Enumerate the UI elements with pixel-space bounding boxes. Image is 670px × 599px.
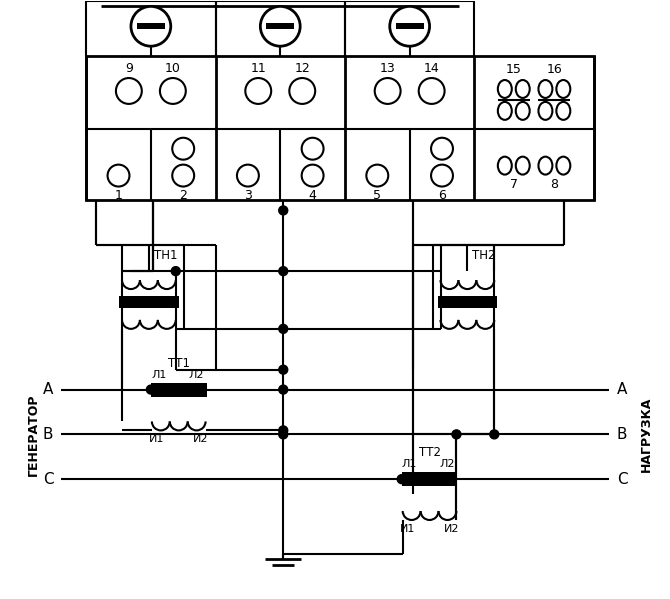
Bar	[86, 56, 594, 201]
Ellipse shape	[498, 80, 512, 98]
Circle shape	[172, 138, 194, 160]
Circle shape	[279, 430, 287, 439]
Circle shape	[261, 7, 300, 46]
Ellipse shape	[539, 157, 552, 174]
Text: 1: 1	[115, 189, 123, 201]
Text: В: В	[616, 427, 627, 442]
Circle shape	[116, 78, 142, 104]
Text: 6: 6	[438, 189, 446, 201]
Text: С: С	[43, 471, 54, 486]
Text: НАГРУЗКА: НАГРУЗКА	[640, 397, 653, 472]
Ellipse shape	[539, 102, 552, 120]
Text: 16: 16	[547, 63, 562, 76]
Ellipse shape	[556, 80, 570, 98]
Ellipse shape	[516, 102, 530, 120]
Circle shape	[279, 325, 287, 333]
Ellipse shape	[516, 157, 530, 174]
Text: 11: 11	[251, 62, 266, 75]
Text: ТН2: ТН2	[472, 249, 496, 262]
Circle shape	[390, 7, 429, 46]
Circle shape	[279, 365, 287, 374]
Text: 13: 13	[380, 62, 395, 75]
Circle shape	[431, 138, 453, 160]
Text: 7: 7	[510, 177, 518, 190]
Text: И2: И2	[444, 524, 459, 534]
Circle shape	[237, 165, 259, 186]
Circle shape	[419, 78, 445, 104]
Ellipse shape	[498, 157, 512, 174]
Circle shape	[302, 138, 324, 160]
Text: А: А	[616, 382, 627, 397]
Circle shape	[160, 78, 186, 104]
Text: В: В	[43, 427, 54, 442]
Text: 10: 10	[165, 62, 181, 75]
Circle shape	[279, 206, 287, 215]
Text: 5: 5	[373, 189, 381, 201]
Text: И1: И1	[149, 434, 165, 444]
Circle shape	[366, 165, 388, 186]
Text: А: А	[43, 382, 54, 397]
Circle shape	[108, 165, 129, 186]
Circle shape	[375, 78, 401, 104]
Ellipse shape	[556, 157, 570, 174]
Text: ТТ1: ТТ1	[168, 356, 190, 370]
Circle shape	[289, 78, 315, 104]
Ellipse shape	[498, 102, 512, 120]
Text: Л1: Л1	[151, 370, 167, 380]
Circle shape	[245, 78, 271, 104]
Circle shape	[172, 267, 180, 276]
Text: И2: И2	[193, 434, 208, 444]
Bar	[396, 23, 423, 29]
Ellipse shape	[556, 102, 570, 120]
Text: 15: 15	[506, 63, 522, 76]
Circle shape	[146, 385, 155, 394]
Circle shape	[302, 165, 324, 186]
Circle shape	[452, 430, 461, 439]
Circle shape	[279, 426, 287, 435]
Text: 9: 9	[125, 62, 133, 75]
Bar	[119, 296, 179, 308]
Circle shape	[397, 474, 406, 483]
Circle shape	[131, 7, 171, 46]
Text: 14: 14	[423, 62, 440, 75]
Text: Л2: Л2	[440, 459, 455, 469]
Text: 4: 4	[309, 189, 316, 201]
Circle shape	[408, 474, 417, 483]
Bar	[137, 23, 165, 29]
Text: И1: И1	[400, 524, 415, 534]
Bar	[402, 472, 458, 486]
Ellipse shape	[539, 80, 552, 98]
Text: Л2: Л2	[189, 370, 204, 380]
Text: Л1: Л1	[402, 459, 417, 469]
Text: С: С	[616, 471, 627, 486]
Bar	[151, 383, 206, 397]
Circle shape	[490, 430, 498, 439]
Circle shape	[431, 165, 453, 186]
Bar	[266, 23, 294, 29]
Text: ТН1: ТН1	[154, 249, 178, 262]
Circle shape	[279, 385, 287, 394]
Text: 3: 3	[244, 189, 252, 201]
Circle shape	[279, 267, 287, 276]
Text: 2: 2	[180, 189, 187, 201]
Ellipse shape	[516, 80, 530, 98]
Circle shape	[172, 165, 194, 186]
Text: ТТ2: ТТ2	[419, 446, 441, 459]
Text: ГЕНЕРАТОР: ГЕНЕРАТОР	[27, 393, 40, 476]
Bar	[438, 296, 497, 308]
Text: 12: 12	[294, 62, 310, 75]
Text: 8: 8	[550, 177, 558, 190]
